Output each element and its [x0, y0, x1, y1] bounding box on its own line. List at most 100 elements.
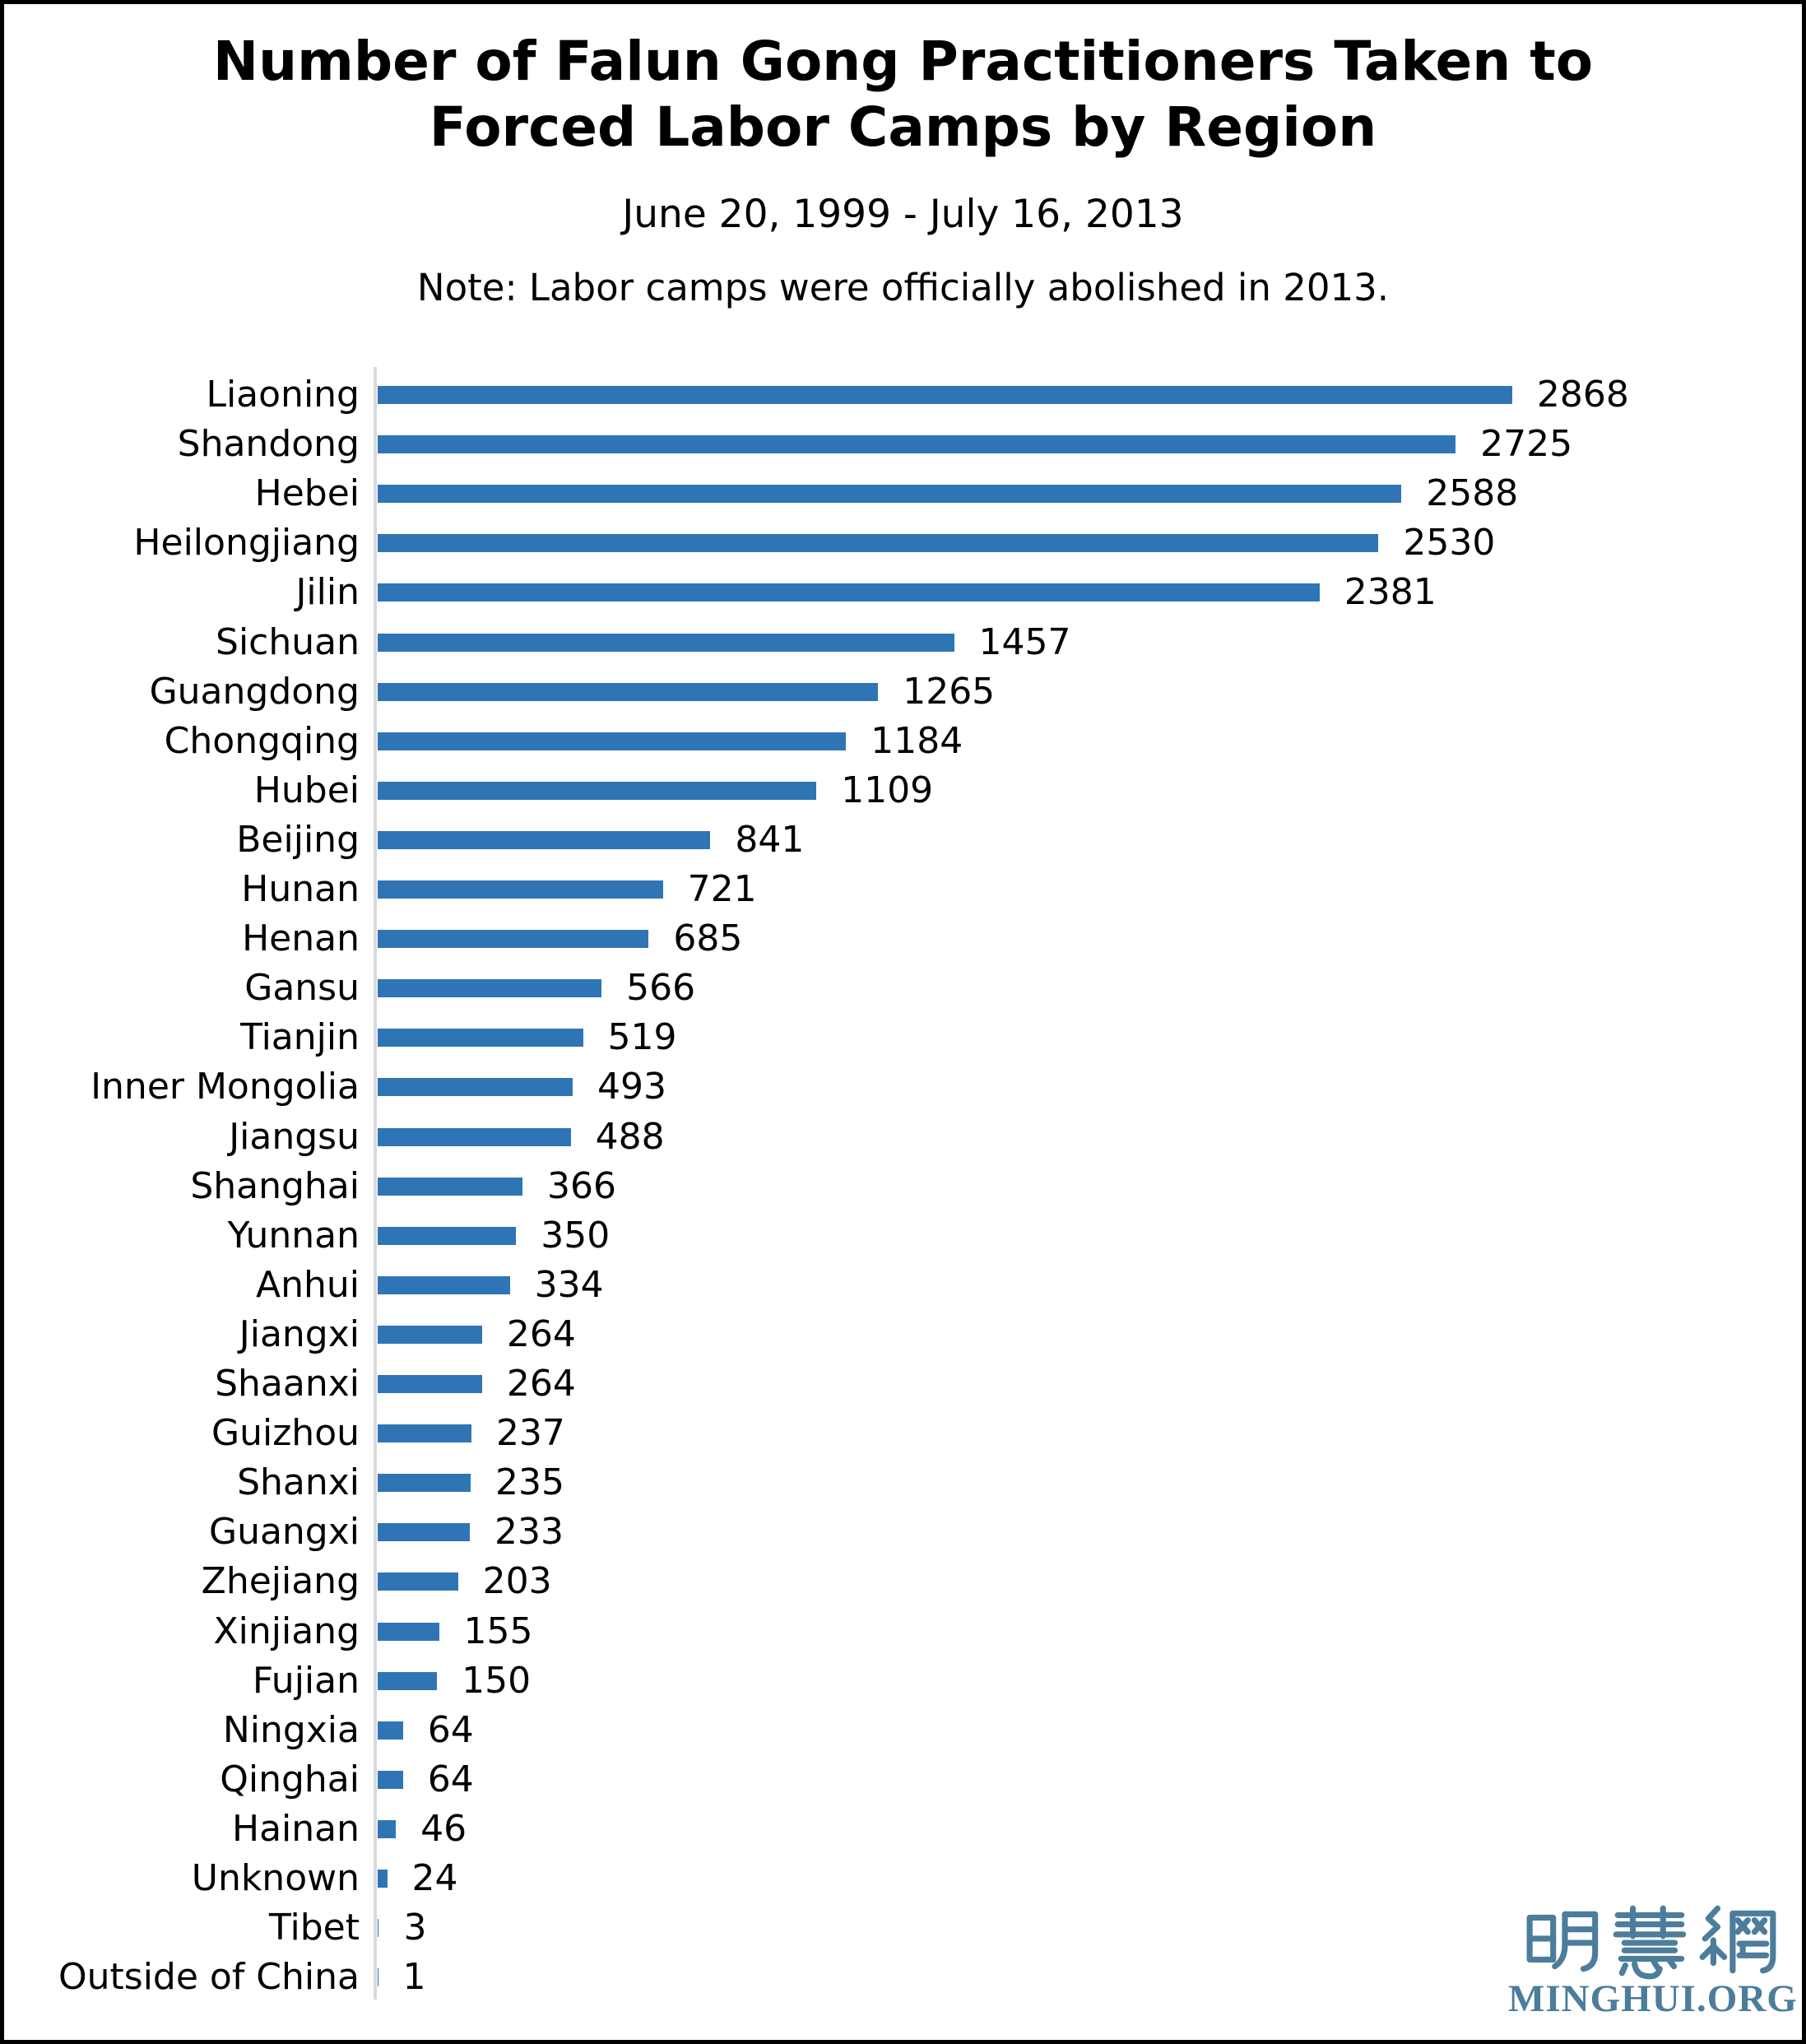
bar [378, 435, 1456, 454]
bar-row: Shanghai 366 [4, 1162, 1802, 1211]
minghui-logo-site: MINGHUI.ORG [1508, 1977, 1798, 2020]
bar [378, 930, 649, 949]
value-label: 841 [735, 818, 805, 861]
value-label: 1457 [978, 620, 1071, 663]
minghui-logo-hanzi [1526, 1905, 1776, 1980]
bar-row: Hebei 2588 [4, 469, 1802, 518]
category-label: Outside of China [58, 1956, 360, 1999]
category-label: Anhui [256, 1263, 360, 1306]
category-label: Hunan [241, 868, 360, 910]
value-label: 2588 [1426, 472, 1519, 515]
value-label: 1184 [871, 719, 963, 762]
value-label: 203 [482, 1560, 552, 1603]
value-label: 334 [534, 1263, 604, 1306]
bar-row: Guangdong 1265 [4, 667, 1802, 717]
value-label: 493 [597, 1066, 667, 1108]
category-label: Qinghai [220, 1758, 360, 1800]
chart-title-line-1: Number of Falun Gong Practitioners Taken… [212, 30, 1594, 93]
bar [378, 1177, 522, 1196]
category-label: Ningxia [222, 1708, 360, 1751]
bar [378, 1870, 388, 1888]
bar [378, 1275, 510, 1294]
bar-row: Zhejiang 203 [4, 1557, 1802, 1606]
bar [378, 1671, 438, 1690]
bar [378, 633, 954, 652]
category-label: Tianjin [240, 1016, 360, 1059]
value-label: 2725 [1480, 423, 1573, 466]
value-label: 519 [607, 1016, 677, 1059]
bar [378, 830, 711, 849]
bar-row: Jiangxi 264 [4, 1310, 1802, 1359]
value-label: 1 [402, 1956, 426, 1999]
category-label: Chongqing [164, 719, 360, 762]
category-label: Shanghai [190, 1164, 360, 1207]
category-label: Jilin [295, 571, 360, 614]
bar-row: Heilongjiang 2530 [4, 518, 1802, 568]
category-label: Hebei [254, 472, 360, 515]
category-label: Jiangsu [229, 1115, 360, 1158]
bar-row: Sichuan 1457 [4, 618, 1802, 667]
bar-row: Beijing 841 [4, 815, 1802, 865]
value-label: 264 [506, 1312, 576, 1355]
bar [378, 732, 847, 750]
bar-row: Yunnan 350 [4, 1211, 1802, 1261]
bar [378, 781, 817, 800]
bar [378, 1029, 583, 1048]
value-label: 1109 [841, 769, 934, 811]
bar-row: Outside of China 1 [4, 1953, 1802, 2002]
bar-row: Chongqing 1184 [4, 717, 1802, 766]
category-label: Yunnan [227, 1214, 360, 1257]
chart-title-line-2: Forced Labor Camps by Region [429, 95, 1377, 159]
bar [378, 1424, 471, 1443]
value-label: 566 [626, 967, 696, 1010]
bar [378, 386, 1512, 404]
bar-row: Shaanxi 264 [4, 1359, 1802, 1409]
bar [378, 1819, 397, 1838]
bar [378, 1078, 573, 1097]
value-label: 350 [541, 1214, 611, 1257]
category-label: Fujian [252, 1659, 360, 1702]
bar [378, 880, 663, 899]
bar [378, 682, 879, 701]
bar-row: Ningxia 64 [4, 1706, 1802, 1755]
category-label: Guangxi [208, 1511, 360, 1554]
bar [378, 583, 1320, 602]
bar-row: Jiangsu 488 [4, 1113, 1802, 1162]
value-label: 235 [494, 1461, 564, 1504]
bar-row: Shanxi 235 [4, 1458, 1802, 1507]
bar [378, 485, 1402, 504]
bar-row: Inner Mongolia 493 [4, 1062, 1802, 1112]
bar [378, 1770, 403, 1789]
bar-row: Hunan 721 [4, 865, 1802, 914]
bar [378, 1721, 403, 1740]
bar-row: Guangxi 233 [4, 1507, 1802, 1557]
value-label: 721 [687, 868, 757, 910]
category-label: Hubei [253, 769, 360, 811]
value-label: 150 [462, 1659, 532, 1702]
bar-row: Jilin 2381 [4, 568, 1802, 617]
category-label: Jiangxi [239, 1312, 360, 1355]
value-label: 366 [546, 1164, 616, 1207]
bar [378, 1523, 471, 1542]
bar [378, 1375, 482, 1393]
category-label: Tibet [269, 1907, 360, 1949]
category-label: Unknown [191, 1857, 360, 1899]
bar-row: Hainan 46 [4, 1805, 1802, 1854]
chart-note: Note: Labor camps were officially abolis… [416, 266, 1390, 309]
bar [378, 979, 602, 998]
category-label: Gansu [244, 967, 360, 1010]
value-label: 488 [595, 1115, 665, 1158]
category-label: Guangdong [149, 670, 360, 713]
chart-subtitle: June 20, 1999 - July 16, 2013 [622, 192, 1184, 237]
value-label: 2530 [1403, 522, 1496, 564]
category-label: Sichuan [216, 620, 360, 663]
bar [378, 1572, 458, 1591]
bar-row: Hubei 1109 [4, 766, 1802, 815]
bar [378, 1325, 482, 1344]
bar-row: Tibet 3 [4, 1903, 1802, 1953]
bar-row: Xinjiang 155 [4, 1607, 1802, 1656]
category-label: Shanxi [237, 1461, 360, 1504]
bar-row: Qinghai 64 [4, 1755, 1802, 1805]
value-label: 3 [403, 1907, 427, 1949]
